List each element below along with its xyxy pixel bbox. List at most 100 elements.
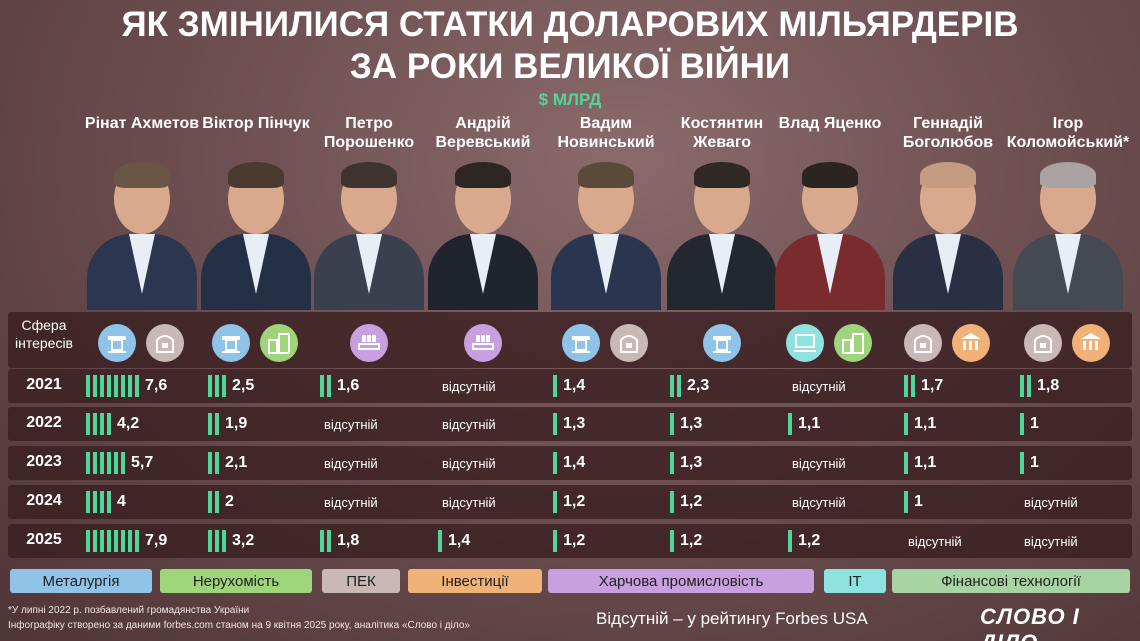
value-bar xyxy=(1020,413,1024,435)
value-bar xyxy=(208,375,212,397)
person-photo xyxy=(889,156,1007,310)
value-bars xyxy=(86,530,139,552)
person-hair xyxy=(455,162,511,188)
value-bars xyxy=(208,491,219,513)
fintech-icon xyxy=(146,324,184,362)
legend-item: Фінансові технології xyxy=(892,569,1130,593)
value-label: 2,1 xyxy=(225,454,248,471)
value-bar xyxy=(904,413,908,435)
value-bar xyxy=(320,530,324,552)
value-label: 1,6 xyxy=(337,377,360,394)
value-bar xyxy=(107,491,111,513)
investment-icon xyxy=(1072,324,1110,362)
value-label: 1,3 xyxy=(680,415,703,432)
value-bars xyxy=(208,413,219,435)
value-cell: 1,2 xyxy=(553,490,585,514)
value-bar xyxy=(788,413,792,435)
value-bar xyxy=(128,530,132,552)
value-bar xyxy=(107,413,111,435)
value-cell: 4 xyxy=(86,490,126,514)
person-hair xyxy=(341,162,397,188)
value-label: 1,1 xyxy=(798,415,821,432)
value-bars xyxy=(553,413,557,435)
value-bars xyxy=(904,375,915,397)
value-bar xyxy=(670,375,674,397)
legend-item: ПЕК xyxy=(322,569,400,593)
value-cell: відсутній xyxy=(438,412,496,436)
value-label: 7,6 xyxy=(145,377,168,394)
value-label: 1,1 xyxy=(914,415,937,432)
value-bar xyxy=(86,413,90,435)
person-name: Влад Яценко xyxy=(778,115,882,132)
investment-icon xyxy=(952,324,990,362)
value-cell: 4,2 xyxy=(86,412,139,436)
value-cell: відсутній xyxy=(438,490,496,514)
value-cell: відсутній xyxy=(438,451,496,475)
value-bars xyxy=(1020,413,1024,435)
absent-label: відсутній xyxy=(324,455,378,471)
sphere-label: Сфера інтересів xyxy=(14,317,73,351)
value-label: 1 xyxy=(1030,415,1039,432)
person-photo xyxy=(547,156,665,310)
logo: СЛОВО І ДІЛО xyxy=(980,604,1080,641)
value-bars xyxy=(208,530,226,552)
value-bar xyxy=(128,375,132,397)
value-cell: 5,7 xyxy=(86,451,153,475)
table-row xyxy=(8,369,1132,403)
value-cell: відсутній xyxy=(320,412,378,436)
value-bar xyxy=(670,530,674,552)
value-bar xyxy=(438,530,442,552)
person-hair xyxy=(920,162,976,188)
value-bars xyxy=(320,530,331,552)
value-label: 1,2 xyxy=(798,532,821,549)
value-cell: 1 xyxy=(904,490,923,514)
value-bar xyxy=(114,375,118,397)
value-label: 5,7 xyxy=(131,454,154,471)
person-name: Вадим Новинський xyxy=(557,115,655,151)
value-bars xyxy=(208,375,226,397)
table-row xyxy=(8,407,1132,441)
value-cell: відсутній xyxy=(788,490,846,514)
value-bar xyxy=(553,375,557,397)
value-cell: 1,2 xyxy=(788,529,820,553)
value-bars xyxy=(788,413,792,435)
value-bar xyxy=(86,530,90,552)
value-bar xyxy=(100,530,104,552)
value-bar xyxy=(1020,452,1024,474)
value-cell: відсутній xyxy=(320,451,378,475)
value-cell: 1,3 xyxy=(553,412,585,436)
value-bar xyxy=(86,491,90,513)
year-label: 2025 xyxy=(26,531,62,548)
value-label: 1,4 xyxy=(563,377,586,394)
absent-label: відсутній xyxy=(1024,494,1078,510)
value-bar xyxy=(121,375,125,397)
value-bar xyxy=(327,375,331,397)
year-label: 2022 xyxy=(26,414,62,431)
value-bar xyxy=(93,413,97,435)
value-cell: 1,8 xyxy=(320,529,359,553)
value-bar xyxy=(222,530,226,552)
metallurgy-icon xyxy=(98,324,136,362)
fintech-icon xyxy=(904,324,942,362)
value-label: 3,2 xyxy=(232,532,255,549)
legend-item: Нерухомість xyxy=(160,569,312,593)
legend-item: Інвестиції xyxy=(408,569,542,593)
value-cell: 1,1 xyxy=(788,412,820,436)
absent-label: відсутній xyxy=(792,455,846,471)
value-bar xyxy=(100,413,104,435)
value-label: 1,9 xyxy=(225,415,248,432)
value-bars xyxy=(86,491,111,513)
value-bar xyxy=(553,452,557,474)
value-bar xyxy=(222,375,226,397)
value-cell: 1,3 xyxy=(670,451,702,475)
value-label: 1,4 xyxy=(448,532,471,549)
value-cell: 1,2 xyxy=(670,490,702,514)
value-bar xyxy=(904,452,908,474)
value-bar xyxy=(208,452,212,474)
value-bar xyxy=(1027,375,1031,397)
person-name: Костянтин Жеваго xyxy=(680,115,764,151)
value-cell: відсутній xyxy=(788,374,846,398)
value-bars xyxy=(904,491,908,513)
value-cell: 2 xyxy=(208,490,234,514)
person-hair xyxy=(802,162,858,188)
